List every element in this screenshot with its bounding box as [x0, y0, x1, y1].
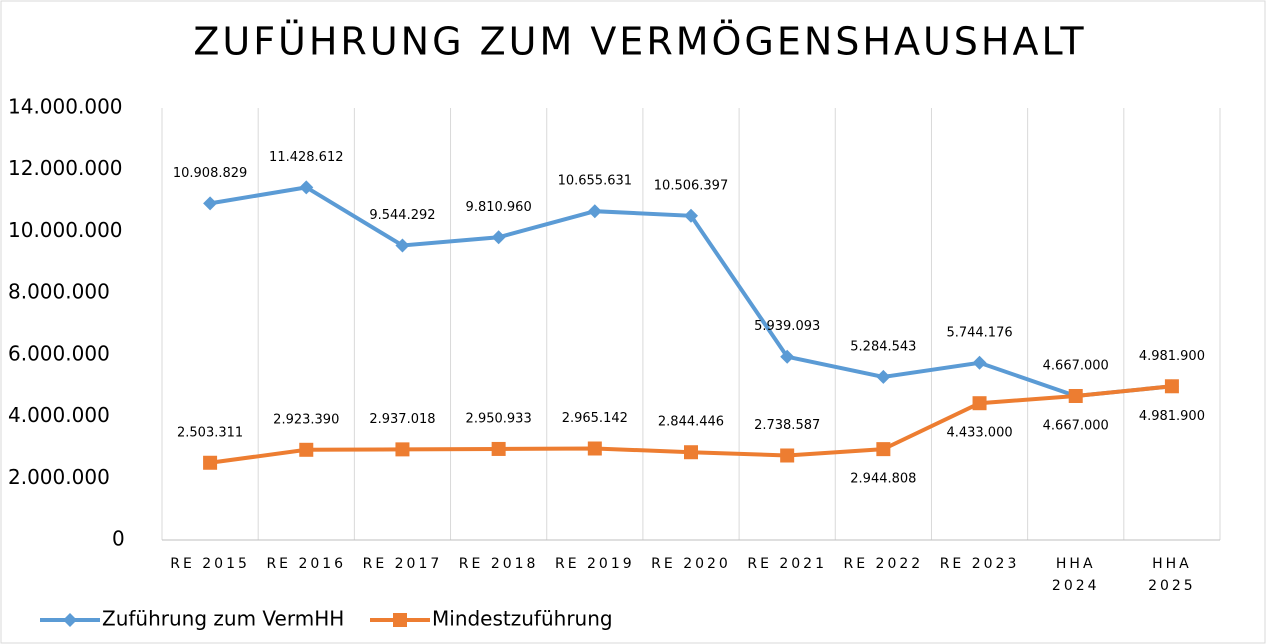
- x-tick-label: RE 2021: [747, 556, 827, 572]
- marker: [972, 396, 987, 411]
- x-tick-label: HHA 2025: [1148, 556, 1196, 594]
- marker: [876, 442, 891, 457]
- marker: [780, 349, 795, 364]
- y-tick-label: 12.000.000: [8, 156, 123, 180]
- marker: [1164, 379, 1179, 394]
- data-label: 2.844.446: [658, 415, 724, 430]
- legend-label: Mindestzuführung: [432, 607, 613, 631]
- x-tick-label: RE 2022: [844, 556, 924, 572]
- data-label: 4.667.000: [1043, 358, 1109, 373]
- data-label: 10.506.397: [654, 178, 728, 193]
- marker: [299, 442, 314, 457]
- marker: [684, 208, 698, 223]
- data-label: 10.655.631: [558, 174, 632, 189]
- data-label: 4.981.900: [1139, 349, 1205, 364]
- data-label: 2.944.808: [850, 472, 916, 487]
- data-label: 10.908.829: [173, 166, 247, 181]
- y-tick-label: 4.000.000: [8, 403, 110, 427]
- marker: [587, 204, 602, 219]
- x-tick-label: RE 2019: [555, 556, 635, 572]
- data-label: 5.744.176: [946, 325, 1012, 340]
- x-tick-label: HHA 2024: [1052, 556, 1100, 594]
- x-tick-label: RE 2017: [363, 556, 443, 572]
- y-tick-label: 8.000.000: [8, 280, 110, 304]
- data-label: 2.965.142: [562, 411, 628, 426]
- marker: [63, 613, 77, 627]
- data-label: 2.937.018: [369, 412, 435, 427]
- x-tick-label: RE 2018: [459, 556, 539, 572]
- x-tick-label: RE 2016: [266, 556, 346, 572]
- y-tick-label: 0: [112, 527, 125, 551]
- marker: [587, 441, 602, 456]
- x-tick-label: RE 2015: [170, 556, 250, 572]
- marker: [1068, 388, 1083, 403]
- x-tick-label: RE 2023: [940, 556, 1020, 572]
- data-label: 4.433.000: [946, 426, 1012, 441]
- marker: [203, 455, 218, 470]
- marker: [491, 441, 506, 456]
- data-label: 2.923.390: [273, 412, 339, 427]
- marker: [780, 448, 795, 463]
- data-label: 9.544.292: [369, 208, 435, 223]
- marker: [491, 230, 506, 245]
- data-label: 2.503.311: [177, 425, 243, 440]
- x-tick-label: RE 2020: [651, 556, 731, 572]
- legend-label: Zuführung zum VermHH: [102, 607, 344, 631]
- chart-title: ZUFÜHRUNG ZUM VERMÖGENSHAUSHALT: [193, 20, 1086, 64]
- marker: [299, 180, 314, 195]
- data-label: 11.428.612: [269, 150, 343, 165]
- marker: [203, 196, 218, 211]
- marker: [395, 238, 410, 253]
- data-label: 5.939.093: [754, 319, 820, 334]
- data-label: 2.738.587: [754, 418, 820, 433]
- marker: [972, 355, 987, 370]
- data-label: 4.981.900: [1139, 409, 1205, 424]
- marker: [876, 369, 891, 384]
- data-label: 2.950.933: [466, 411, 532, 426]
- y-tick-label: 14.000.000: [8, 95, 123, 119]
- data-label: 4.667.000: [1043, 418, 1109, 433]
- marker: [395, 442, 410, 457]
- marker: [684, 445, 698, 460]
- data-label: 9.810.960: [466, 200, 532, 215]
- y-tick-label: 10.000.000: [8, 218, 123, 242]
- marker: [393, 613, 407, 627]
- y-tick-label: 2.000.000: [8, 465, 110, 489]
- y-tick-label: 6.000.000: [8, 341, 110, 365]
- data-label: 5.284.543: [850, 339, 916, 354]
